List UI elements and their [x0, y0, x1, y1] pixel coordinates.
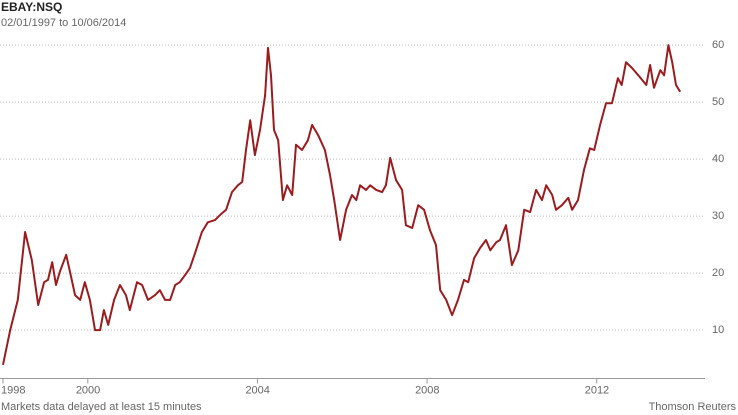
y-tick-label: 40 — [712, 153, 724, 165]
y-tick-label: 20 — [712, 267, 724, 279]
x-tick-label: 2004 — [245, 384, 269, 396]
chart-subtitle: 02/01/1997 to 10/06/2014 — [1, 17, 126, 29]
y-tick-label: 50 — [712, 96, 724, 108]
x-tick-label: 1998 — [1, 384, 25, 396]
x-tick-label: 2008 — [415, 384, 439, 396]
chart-title: EBAY:NSQ — [1, 0, 62, 14]
x-tick-label: 2012 — [585, 384, 609, 396]
y-tick-label: 60 — [712, 39, 724, 51]
source: Thomson Reuters — [649, 401, 737, 413]
note: Markets data delayed at least 15 minutes — [1, 401, 202, 413]
y-tick-label: 10 — [712, 324, 724, 336]
price-line — [2, 44, 682, 366]
x-tick-label: 2000 — [76, 384, 100, 396]
y-tick-label: 30 — [712, 210, 724, 222]
